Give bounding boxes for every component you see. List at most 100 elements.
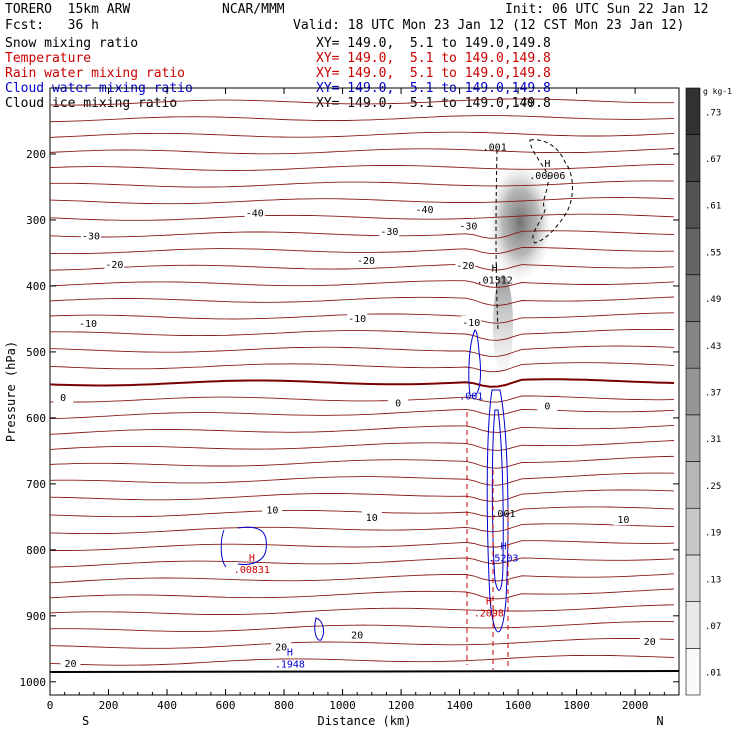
isotherm <box>49 362 675 373</box>
y-tick-label: 900 <box>26 610 46 623</box>
isotherm <box>49 472 675 486</box>
temperature-label: -40 <box>246 208 264 219</box>
isotherm <box>49 455 675 469</box>
temperature-label: -30 <box>459 222 477 233</box>
label-background <box>262 503 283 516</box>
colorbar-level: .67 <box>705 155 721 165</box>
extremum-value: .00906 <box>529 171 565 182</box>
plot-area <box>49 87 680 696</box>
south-label: S <box>82 714 89 728</box>
axes: 0 200 400 600 800 1000 1200 1400 1600 1800 2000200… <box>4 88 680 728</box>
cloud-water-contour <box>314 617 324 641</box>
contour-value-label: .001 <box>459 391 483 402</box>
colorbar-swatch <box>685 648 701 696</box>
colorbar-level: .31 <box>705 435 721 445</box>
extremum-value: .2098 <box>474 609 504 620</box>
temperature-label: -30 <box>82 231 100 242</box>
extremum-mark: H <box>492 263 498 274</box>
contour-value-label: .001 <box>483 143 507 154</box>
extremum-mark: H <box>249 553 255 564</box>
temperature-label: 0 <box>60 393 66 404</box>
extremum-mark: H <box>544 159 550 170</box>
colorbar-unit: g kg-1 <box>703 87 732 96</box>
extremum-value: .00831 <box>234 565 270 576</box>
field-snow: Snow mixing ratio <box>5 36 139 51</box>
colorbar-swatch <box>685 134 701 182</box>
snow-shading <box>488 162 552 375</box>
isotherm <box>49 395 675 403</box>
x-tick-label: 1200 <box>388 699 415 712</box>
cloud-water-contour <box>486 389 509 633</box>
label-background <box>537 399 558 412</box>
label-background <box>458 219 479 232</box>
isotherm <box>49 230 675 239</box>
colorbar-swatch <box>685 554 701 602</box>
colorbar-swatch <box>685 461 701 509</box>
x-tick-label: 1800 <box>563 699 590 712</box>
colorbar-swatch <box>685 181 701 229</box>
isotherm <box>49 440 675 451</box>
y-axis-label: Pressure (hPa) <box>4 341 18 442</box>
isotherm <box>49 213 675 221</box>
y-tick-label: 700 <box>26 478 46 491</box>
extremum-mark: H <box>500 542 506 553</box>
isotherm <box>50 180 675 188</box>
cloud-ice-contour <box>495 149 499 331</box>
isotherm <box>49 296 675 306</box>
label-background <box>379 224 400 237</box>
y-tick-label: 1000 <box>20 676 47 689</box>
cloud-ice-contour <box>529 139 573 244</box>
temperature-label: 20 <box>64 659 76 670</box>
y-tick-label: 600 <box>26 412 46 425</box>
colorbar-level: .49 <box>705 295 721 305</box>
xsect-line: XY= 149.0, 5.1 to 149.0,149.8 <box>316 36 551 51</box>
isotherm <box>49 621 675 632</box>
y-tick-label: 400 <box>26 280 46 293</box>
colorbar: .01 .07 .13 .19 .25 .31 .37 .43 .49 .55 .61 .67 .73 g… <box>685 87 732 696</box>
colorbar-level: .73 <box>705 108 721 118</box>
colorbar-level: .43 <box>705 342 721 352</box>
temperature-label: -40 <box>415 205 433 216</box>
isotherm <box>49 131 675 138</box>
isotherm <box>49 523 675 535</box>
extremum-mark: H <box>287 647 293 658</box>
label-background <box>104 257 125 270</box>
x-tick-label: 1000 <box>329 699 356 712</box>
x-tick-label: 0 <box>47 699 54 712</box>
temperature-label: -20 <box>456 261 474 272</box>
isotherm <box>49 604 675 615</box>
colorbar-swatch <box>685 414 701 462</box>
extremum-value: .1948 <box>275 659 305 670</box>
colorbar-swatch <box>685 321 701 369</box>
temperature-label: 20 <box>275 642 287 653</box>
colorbar-swatch <box>685 601 701 649</box>
label-background <box>80 229 101 242</box>
label-background <box>244 206 265 219</box>
isotherm <box>49 573 675 584</box>
freezing-isotherm <box>49 378 675 388</box>
isotherm <box>49 98 674 106</box>
isotherm <box>49 345 675 357</box>
snow-column <box>493 275 513 375</box>
colorbar-level: .61 <box>705 202 721 212</box>
y-tick-label: 800 <box>26 544 46 557</box>
isotherm <box>49 489 675 502</box>
contour-value-label: .001 <box>491 509 515 520</box>
isotherm <box>49 115 675 123</box>
label-background <box>613 513 634 526</box>
field-rain: Rain water mixing ratio <box>5 66 186 81</box>
x-tick-label: 600 <box>216 699 236 712</box>
isotherm <box>49 638 675 649</box>
isotherm <box>49 148 675 155</box>
y-tick-label: 500 <box>26 346 46 359</box>
valid-time: Valid: 18 UTC Mon 23 Jan 12 (12 CST Mon … <box>293 18 685 33</box>
isotherm <box>49 557 675 568</box>
temperature-label: -10 <box>348 314 366 325</box>
rain-water-contour <box>466 412 509 670</box>
label-background <box>355 253 376 266</box>
y-tick-label: 300 <box>26 214 46 227</box>
temperature-label: 10 <box>366 513 378 524</box>
center-title: NCAR/MMM <box>222 2 285 17</box>
colorbar-swatch <box>685 507 701 556</box>
